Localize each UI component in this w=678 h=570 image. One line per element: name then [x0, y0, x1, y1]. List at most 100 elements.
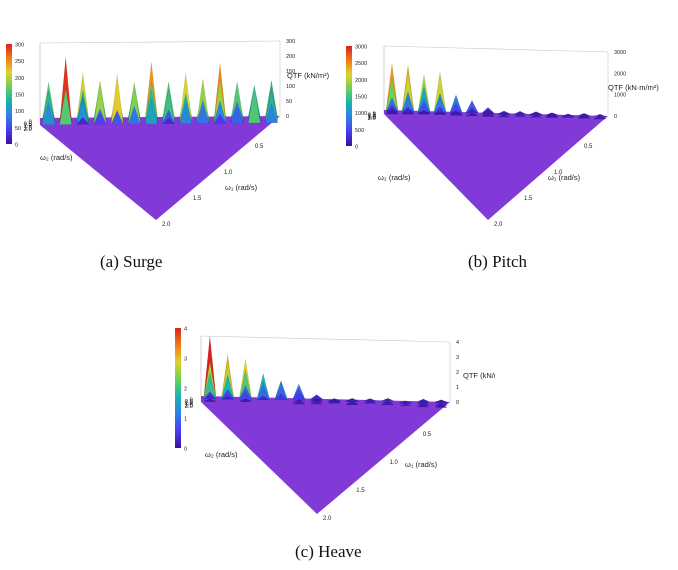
z-tick-label: 2 — [456, 370, 459, 376]
colorbar-tick-label: 3 — [184, 357, 187, 363]
surface-peak — [213, 113, 227, 124]
omega2-tick-label: 0 — [373, 112, 377, 118]
surface-peak — [346, 402, 359, 406]
omega2-tick-label: 0 — [29, 120, 33, 126]
z-tick-label: 1 — [456, 385, 459, 391]
colorbar-tick-label: 1000 — [355, 111, 367, 117]
z-axis-label: QTF (kN/m²) — [463, 371, 495, 380]
y-axis-label: ω₂ (rad/s) — [40, 153, 73, 162]
surface-peak — [310, 401, 323, 405]
surface-peak — [401, 111, 415, 115]
y-axis-label: ω₂ (rad/s) — [205, 450, 238, 459]
panel-heave: 4 3 2 1 0 0 0.5 1.0 1.5 2.0 0.5 1.0 1.5 2.0 0 1 2 3 4 ω₁ (r… — [165, 292, 506, 522]
surface-peak — [417, 111, 431, 115]
colorbar-tick-label: 300 — [15, 43, 24, 49]
colorbar-tick-label: 0 — [15, 143, 18, 149]
surface-peak — [381, 398, 394, 401]
surface-peak — [239, 399, 252, 403]
colorbar — [346, 46, 352, 146]
omega2-tick-label: 0.5 — [24, 122, 33, 128]
surface-peak — [203, 399, 216, 402]
surface-peak — [593, 116, 607, 120]
z-tick-label: 4 — [456, 340, 459, 346]
surface-peak — [449, 112, 463, 116]
omega1-tick-label: 1.0 — [390, 460, 399, 466]
colorbar — [6, 44, 12, 144]
surface-peak — [59, 88, 72, 125]
surface-peak — [110, 110, 124, 125]
surface-peak — [248, 87, 261, 124]
omega2-tick-label: 1.0 — [24, 124, 33, 130]
z-axis-label: QTF (kN/m²) — [287, 71, 330, 80]
colorbar-tick-label: 200 — [15, 76, 24, 82]
omega1-tick-label: 1.5 — [193, 196, 202, 202]
z-tick-label: 150 — [286, 69, 295, 75]
caption-surge: (a) Surge — [100, 252, 163, 271]
colorbar-tick-label: 500 — [355, 128, 364, 134]
colorbar-tick-label: 50 — [15, 126, 21, 132]
z-tick-label: 1000 — [614, 93, 626, 99]
z-axis-label: QTF (kN·m/m²) — [608, 83, 659, 92]
surface-peak — [433, 112, 447, 115]
surface-peak — [292, 401, 305, 405]
surface-peak — [435, 405, 448, 408]
colorbar-tick-label: 4 — [184, 327, 187, 333]
z-tick-label: 0 — [614, 114, 617, 120]
colorbar-tick-label: 2000 — [355, 78, 367, 84]
colorbar-tick-label: 0 — [184, 447, 187, 453]
colorbar-tick-label: 1500 — [355, 95, 367, 101]
surface-peak — [465, 113, 479, 117]
surface-peak — [256, 395, 270, 401]
omega2-tick-label: 2.0 — [368, 116, 377, 122]
colorbar-tick-label: 250 — [15, 59, 24, 65]
surface-peak — [513, 113, 527, 117]
z-tick-label: 300 — [286, 39, 295, 45]
omega2-tick-label: 2.0 — [185, 404, 194, 410]
surface-peak — [230, 107, 244, 124]
surface-base — [384, 110, 608, 220]
omega1-tick-label: 2.0 — [323, 516, 332, 522]
surface-peak — [385, 111, 399, 115]
surface-base — [201, 396, 450, 514]
omega2-tick-label: 0 — [190, 398, 194, 404]
surface-peak — [162, 117, 176, 124]
panel-pitch: 3000 2500 2000 1500 1000 500 0 0 0.5 1.0 1.5 2.0 0.5… — [338, 30, 668, 240]
omega1-tick-label: 2.0 — [494, 222, 503, 228]
surface-base — [40, 116, 280, 220]
z-tick-label: 0 — [286, 114, 289, 120]
omega1-tick-label: 0.5 — [584, 144, 593, 150]
omega2-tick-label: 1.0 — [368, 114, 377, 120]
surface-peak — [42, 101, 55, 125]
x-axis-label: ω₁ (rad/s) — [548, 173, 581, 182]
box-top-edge — [200, 335, 451, 343]
omega2-tick-label: 0.5 — [368, 113, 377, 119]
omega1-tick-label: 1.5 — [524, 196, 533, 202]
surface-peak — [529, 115, 543, 118]
omega1-tick-label: 1.0 — [554, 170, 563, 176]
box-top-edge — [39, 40, 281, 50]
omega2-tick-label: 1.5 — [368, 115, 377, 121]
surface-peak — [128, 105, 141, 125]
box-top-edge — [383, 45, 609, 53]
surface-peak — [381, 402, 394, 406]
z-tick-label: 50 — [286, 99, 292, 105]
panel-surge: 300 250 200 150 100 50 0 0 0.5 1.0 1.5 2.0 0.5 1.0 1.5… — [0, 30, 330, 240]
z-tick-label: 2000 — [614, 71, 626, 77]
z-tick-label: 100 — [286, 84, 295, 90]
colorbar-tick-label: 2 — [184, 387, 187, 393]
surface-peak — [145, 98, 158, 125]
surface-peak — [196, 105, 210, 124]
z-tick-label: 200 — [286, 54, 295, 60]
caption-pitch: (b) Pitch — [468, 252, 528, 271]
surface-peak — [221, 395, 234, 400]
surface-peak — [497, 114, 511, 118]
colorbar — [175, 328, 181, 448]
caption-heave: (c) Heave — [295, 542, 362, 561]
omega2-tick-label: 0.5 — [185, 400, 194, 406]
surface-peak — [399, 400, 412, 404]
surface-peak — [76, 118, 90, 125]
surface-peak — [577, 116, 591, 119]
x-axis-label: ω₁ (rad/s) — [225, 183, 258, 192]
colorbar-tick-label: 150 — [15, 93, 24, 99]
surface-peak — [399, 403, 412, 407]
